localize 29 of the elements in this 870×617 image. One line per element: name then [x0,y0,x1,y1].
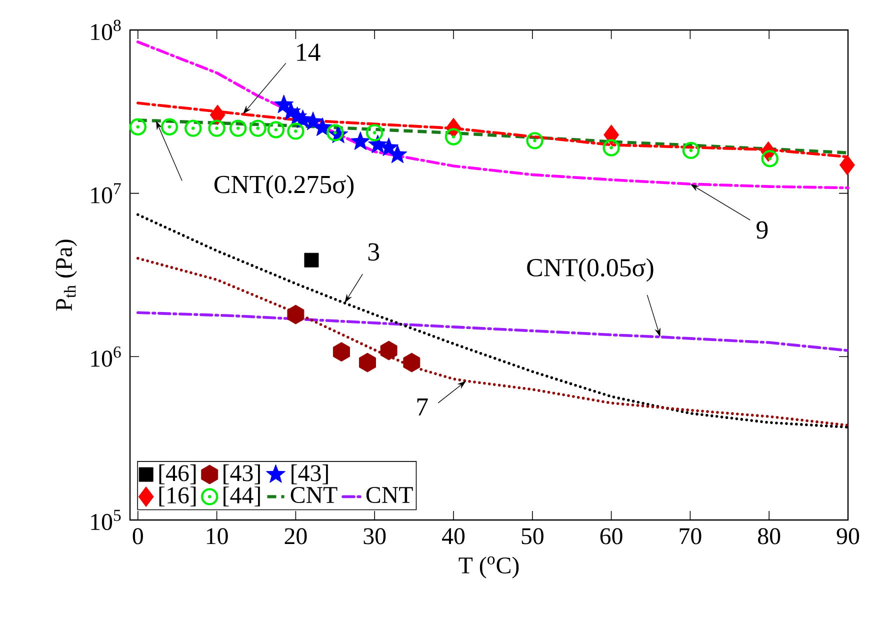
annotation: CNT(0.275σ) [214,175,354,199]
annotation: 14 [297,44,320,61]
x-tick-label: 30 [364,528,386,544]
x-tick-label: 0 [132,528,143,544]
legend-label: CNT [366,486,413,504]
y-axis-title: P$_{th}$ (Pa) [55,240,77,311]
legend-label: [43] [292,464,328,484]
x-tick-label: 80 [758,528,780,544]
y-tick-label: 10$^{5}$ [91,510,121,530]
annotation: 3 [368,243,380,261]
legend-label: [46] [159,464,196,484]
y-tick-label: 10$^{7}$ [91,183,121,204]
x-tick-label: 10 [206,528,228,544]
x-tick-label: 50 [522,528,544,544]
y-tick-label: 10$^{6}$ [91,346,121,367]
legend-label: [44] [224,486,260,506]
x-tick-label: 90 [836,528,860,544]
x-tick-label: 40 [442,528,465,544]
x-tick-label: 70 [680,528,702,544]
annotation: CNT(0.05σ) [527,258,654,282]
y-tick-label: 10$^{8}$ [91,20,121,40]
x-axis-title: T ($^{o}$C) [458,556,519,578]
x-tick-label: 20 [284,528,307,544]
annotation: 7 [417,398,428,416]
legend-label: [43] [224,464,260,484]
x-tick-label: 60 [600,528,622,544]
legend-label: CNT [290,486,338,504]
legend-label: [16] [159,486,196,506]
annotation: 9 [756,221,768,239]
